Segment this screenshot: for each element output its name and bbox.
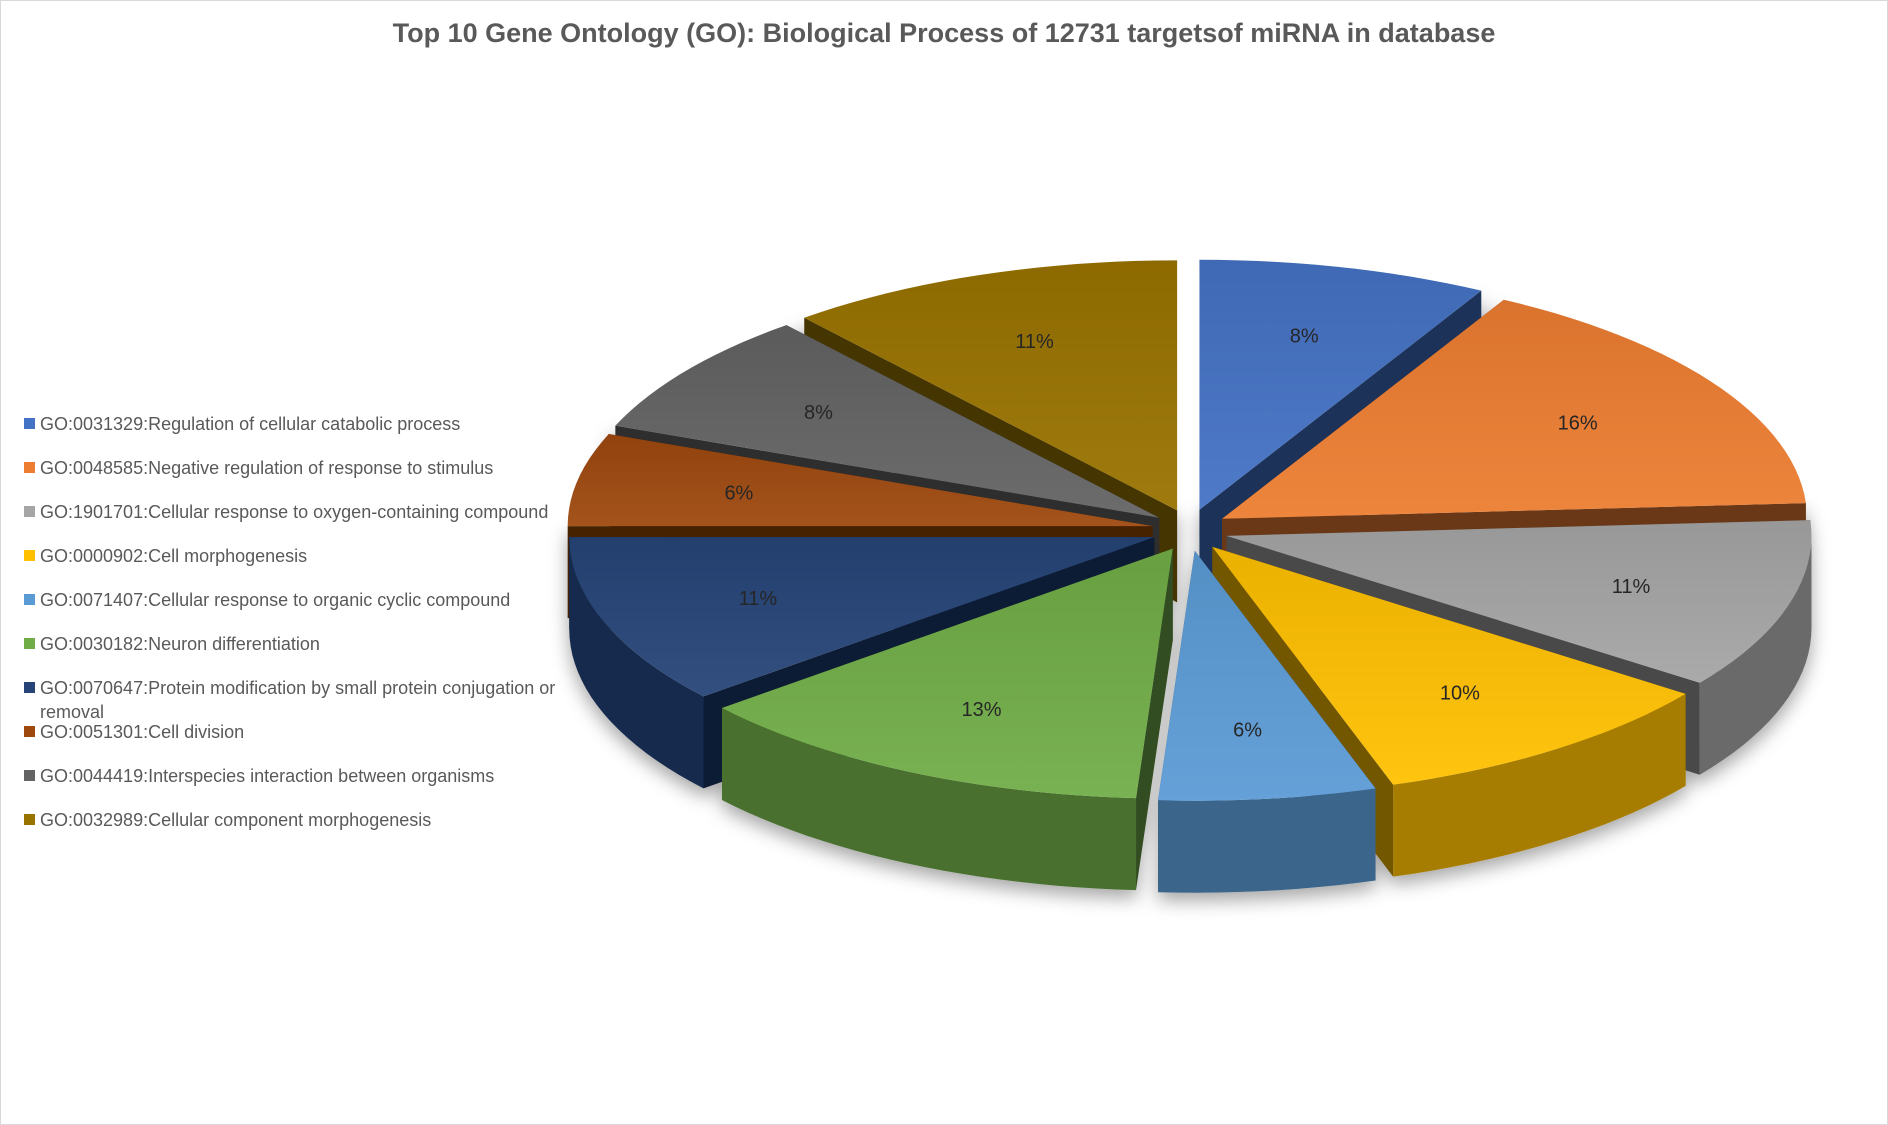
- legend-item: GO:0070647:Protein modification by small…: [24, 676, 604, 724]
- legend-label: GO:0000902:Cell morphogenesis: [40, 546, 308, 566]
- data-label: 11%: [1612, 576, 1651, 598]
- legend-swatch: [24, 550, 35, 561]
- legend-item: GO:0048585:Negative regulation of respon…: [24, 456, 604, 480]
- pie-slice: [1222, 299, 1806, 519]
- legend-item: GO:0071407:Cellular response to organic …: [24, 588, 604, 612]
- legend-swatch: [24, 726, 35, 737]
- legend-label: GO:0032989:Cellular component morphogene…: [40, 810, 432, 830]
- legend-label: GO:0048585:Negative regulation of respon…: [40, 458, 494, 478]
- legend-label: GO:0051301:Cell division: [40, 722, 245, 742]
- pie-slice: [1199, 259, 1482, 510]
- legend-item: GO:0044419:Interspecies interaction betw…: [24, 764, 604, 788]
- chart-title: Top 10 Gene Ontology (GO): Biological Pr…: [392, 18, 1496, 48]
- pie-slice: [569, 537, 1155, 697]
- data-label: 8%: [804, 402, 833, 424]
- legend-item: GO:0000902:Cell morphogenesis: [24, 544, 604, 568]
- pie-slice-side: [1158, 788, 1376, 893]
- pie-slice: [567, 434, 1153, 527]
- legend-label: GO:1901701:Cellular response to oxygen-c…: [40, 502, 549, 522]
- legend-swatch: [24, 418, 35, 429]
- pie-slice: [1226, 520, 1812, 683]
- legend-swatch: [24, 594, 35, 605]
- data-label: 10%: [1440, 683, 1480, 705]
- legend-swatch: [24, 506, 35, 517]
- pie-slice-side: [569, 537, 704, 789]
- legend-item: GO:0051301:Cell division: [24, 720, 604, 744]
- pie-slice: [1158, 550, 1376, 801]
- data-label: 8%: [1290, 325, 1319, 347]
- legend-swatch: [24, 770, 35, 781]
- data-label: 6%: [1233, 719, 1262, 741]
- data-label: 11%: [739, 588, 778, 610]
- pie-slice-side: [1699, 535, 1812, 775]
- legend-label: GO:0070647:Protein modification by small…: [40, 678, 556, 722]
- pie-slice-side: [1393, 693, 1686, 877]
- pie-slice-side: [721, 707, 1137, 891]
- legend-label: GO:0030182:Neuron differentiation: [40, 634, 320, 654]
- legend-swatch: [24, 462, 35, 473]
- pie-slice: [1212, 546, 1686, 785]
- legend-swatch: [24, 814, 35, 825]
- data-label: 6%: [724, 482, 753, 504]
- legend-swatch: [24, 638, 35, 649]
- legend-label: GO:0071407:Cellular response to organic …: [40, 590, 511, 610]
- legend-label: GO:0044419:Interspecies interaction betw…: [40, 766, 495, 786]
- legend-item: GO:1901701:Cellular response to oxygen-c…: [24, 500, 604, 524]
- legend-swatch: [24, 682, 35, 693]
- legend-item: GO:0030182:Neuron differentiation: [24, 632, 604, 656]
- pie-slice: [615, 325, 1160, 518]
- data-label: 16%: [1558, 412, 1598, 434]
- legend-label: GO:0031329:Regulation of cellular catabo…: [40, 414, 461, 434]
- data-label: 11%: [1015, 331, 1054, 353]
- legend-item: GO:0031329:Regulation of cellular catabo…: [24, 412, 604, 436]
- pie-slice: [804, 260, 1178, 511]
- data-label: 13%: [961, 699, 1001, 721]
- legend-item: GO:0032989:Cellular component morphogene…: [24, 808, 604, 832]
- pie-slice: [721, 548, 1173, 799]
